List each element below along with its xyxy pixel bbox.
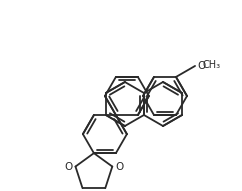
Text: O: O bbox=[115, 162, 124, 172]
Text: O: O bbox=[64, 162, 73, 172]
Text: O: O bbox=[197, 61, 205, 71]
Text: CH₃: CH₃ bbox=[202, 60, 220, 70]
